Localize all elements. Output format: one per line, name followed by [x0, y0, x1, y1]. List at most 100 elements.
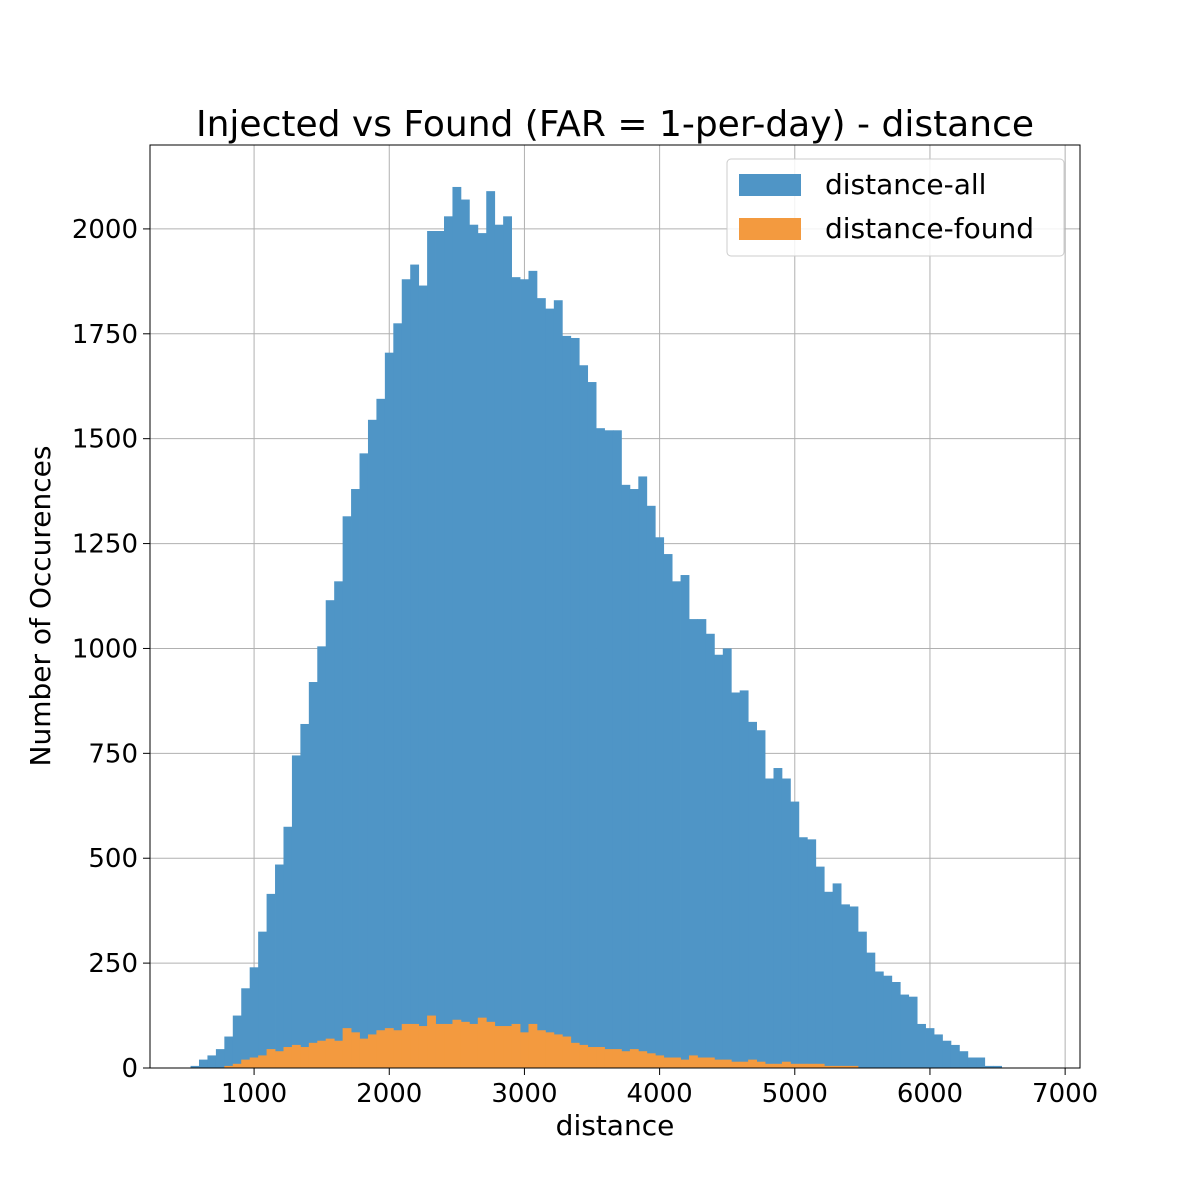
bar-distance-found	[663, 1057, 673, 1068]
bar-distance-found	[418, 1026, 428, 1068]
bar-distance-all	[469, 224, 479, 1069]
bar-distance-all	[401, 279, 411, 1069]
bar-distance-all	[241, 988, 251, 1068]
bar-distance-found	[486, 1021, 496, 1068]
bar-distance-found	[604, 1049, 614, 1068]
bar-distance-all	[410, 264, 420, 1069]
bar-distance-all	[249, 967, 259, 1068]
bar-distance-all	[781, 778, 791, 1068]
bar-distance-all	[604, 430, 614, 1069]
bar-distance-all	[520, 279, 529, 1069]
bar-distance-all	[587, 382, 597, 1068]
bar-distance-found	[232, 1063, 242, 1068]
y-tick-label: 1250	[72, 530, 138, 560]
bar-distance-found	[367, 1034, 377, 1068]
bar-distance-found	[291, 1044, 301, 1068]
bar-distance-found	[410, 1023, 420, 1068]
bar-distance-all	[486, 191, 496, 1068]
bar-distance-all	[275, 864, 284, 1068]
bar-distance-found	[756, 1061, 766, 1068]
bar-distance-found	[781, 1061, 791, 1068]
bar-distance-found	[460, 1021, 470, 1068]
bar-distance-all	[942, 1040, 952, 1068]
y-tick-label: 2000	[72, 215, 138, 245]
y-tick-label: 750	[88, 739, 138, 769]
bar-distance-all	[663, 554, 673, 1068]
bar-distance-found	[401, 1023, 411, 1068]
bar-distance-found	[427, 1015, 436, 1068]
bar-distance-found	[765, 1063, 774, 1068]
bar-distance-all	[215, 1049, 225, 1068]
bar-distance-all	[232, 1015, 242, 1068]
bar-distance-found	[638, 1051, 648, 1068]
bar-distance-found	[807, 1063, 817, 1068]
bar-distance-found	[494, 1026, 504, 1068]
bar-distance-all	[849, 906, 859, 1068]
bar-distance-all	[342, 516, 352, 1068]
bar-distance-found	[520, 1032, 529, 1068]
bar-distance-all	[646, 505, 656, 1068]
bar-distance-found	[587, 1047, 597, 1068]
bar-distance-found	[452, 1019, 462, 1068]
x-axis-ticks: 1000 2000 3000 4000 5000 6000 7000	[221, 1068, 1098, 1109]
x-tick-label: 6000	[897, 1079, 963, 1109]
bar-distance-all	[291, 755, 301, 1068]
bar-distance-all	[908, 996, 918, 1068]
bar-distance-found	[536, 1030, 546, 1068]
bar-distance-all	[367, 419, 377, 1069]
bar-distance-all	[393, 323, 403, 1068]
bar-distance-found	[283, 1047, 293, 1068]
bar-distance-all	[612, 430, 622, 1069]
bar-distance-all	[798, 837, 808, 1068]
bar-distance-found	[300, 1047, 310, 1068]
bar-distance-all	[705, 633, 715, 1068]
bar-distance-found	[334, 1040, 344, 1068]
bar-distance-all	[815, 866, 825, 1068]
bar-distance-all	[570, 337, 580, 1068]
bar-distance-found	[680, 1059, 690, 1068]
bar-distance-all	[334, 581, 344, 1068]
bar-distance-all	[199, 1059, 208, 1068]
bar-distance-all	[536, 298, 546, 1068]
bar-distance-found	[798, 1063, 808, 1068]
bar-distance-found	[545, 1032, 555, 1068]
bar-distance-found	[697, 1057, 707, 1068]
bar-distance-all	[697, 619, 707, 1068]
bar-distance-all	[308, 682, 318, 1068]
bar-distance-all	[283, 826, 293, 1068]
y-tick-label: 1750	[72, 320, 138, 350]
legend-label-distance-found: distance-found	[825, 212, 1034, 245]
bar-distance-all	[874, 971, 884, 1068]
bar-distance-found	[579, 1044, 589, 1068]
bar-distance-found	[435, 1023, 445, 1068]
bar-distance-found	[629, 1049, 639, 1068]
bar-distance-found	[503, 1026, 512, 1068]
bar-distance-all	[359, 453, 369, 1068]
bar-distance-found	[359, 1038, 369, 1068]
y-tick-label: 1000	[72, 634, 138, 664]
bar-distance-all	[258, 931, 267, 1068]
bar-distance-all	[891, 981, 901, 1068]
bar-distance-all	[731, 692, 741, 1068]
bar-distance-all	[756, 730, 766, 1068]
bar-distance-all	[494, 224, 504, 1069]
bar-distance-all	[655, 537, 665, 1068]
bar-distance-all	[984, 1065, 994, 1068]
bar-distance-found	[832, 1065, 842, 1068]
bar-distance-all	[300, 723, 310, 1068]
bar-distance-found	[528, 1023, 538, 1068]
bar-distance-all	[739, 690, 749, 1068]
bar-distance-all	[621, 484, 631, 1069]
bar-distance-found	[249, 1057, 259, 1068]
bar-distance-found	[317, 1040, 327, 1068]
bar-distance-found	[384, 1028, 394, 1068]
bar-distance-all	[224, 1036, 234, 1068]
bar-distance-found	[444, 1023, 453, 1068]
bar-distance-all	[503, 216, 512, 1068]
bar-distance-all	[824, 891, 834, 1068]
bar-distance-found	[469, 1023, 479, 1068]
bar-distance-found	[308, 1042, 318, 1068]
bar-distance-found	[562, 1036, 572, 1068]
x-axis-label: distance	[556, 1109, 675, 1142]
bar-distance-all	[832, 883, 842, 1068]
